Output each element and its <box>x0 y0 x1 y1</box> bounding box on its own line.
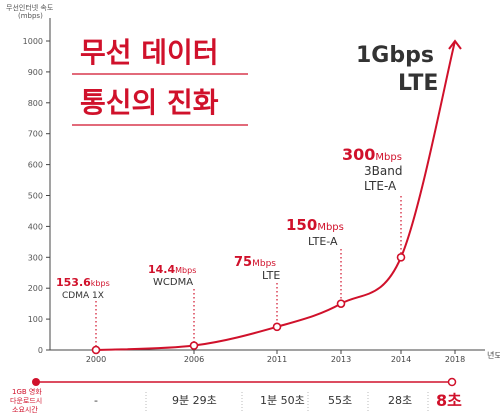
x-axis-label: 년도 <box>487 350 500 360</box>
x-tick-label: 2006 <box>184 355 204 364</box>
annotation-leaders <box>95 196 402 346</box>
timeline-end-dot <box>447 377 457 387</box>
annotation-value-wcdma: 14.4 <box>148 263 175 276</box>
download-time-2018: 8초 <box>436 391 462 410</box>
y-tick-label: 700 <box>28 130 43 139</box>
annotation-tech2-3band: LTE-A <box>364 179 397 193</box>
y-tick-label: 600 <box>28 161 43 170</box>
annotation-unit-wcdma: Mbps <box>175 266 196 275</box>
x-ticks: 2000 2006 2011 2013 2014 2018 <box>86 350 465 364</box>
y-axis-label: 무선인터넷 속도 <box>6 3 54 12</box>
data-point <box>396 252 406 262</box>
annotation-3band: 300Mbps 3Band LTE-A <box>342 145 402 193</box>
data-point <box>272 322 282 332</box>
annotation-tech-cdma: CDMA 1X <box>62 291 104 301</box>
annotation-value-lte: 75 <box>234 255 252 270</box>
y-tick-label: 300 <box>28 253 43 262</box>
annotation-lte: 75Mbps LTE <box>234 255 280 282</box>
annotation-unit-lte: Mbps <box>252 259 276 269</box>
download-time-2013: 55초 <box>328 394 352 407</box>
annotation-value-1g: 1Gbps <box>356 43 434 68</box>
y-tick-label: 200 <box>28 284 43 293</box>
y-tick-label: 800 <box>28 99 43 108</box>
y-tick-label: 1000 <box>23 37 43 46</box>
annotation-value-cdma: 153.6 <box>56 276 91 289</box>
x-tick-label: 2014 <box>391 355 411 364</box>
annotation-tech-wcdma: WCDMA <box>153 277 193 288</box>
svg-text:150Mbps: 150Mbps <box>286 216 344 234</box>
download-time-2000: - <box>94 394 98 407</box>
download-time-2011: 1분 50초 <box>260 394 305 407</box>
chart-title-line2: 통신의 진화 <box>80 86 219 119</box>
annotation-tech-lte: LTE <box>262 269 280 282</box>
annotation-cdma: 153.6kbps CDMA 1X <box>56 276 110 301</box>
data-point <box>91 345 101 355</box>
y-axis-unit: (mbps) <box>18 12 43 20</box>
annotation-unit-3band: Mbps <box>375 152 402 163</box>
timeline-separators <box>145 392 429 412</box>
y-tick-label: 500 <box>28 192 43 201</box>
download-time-2014: 28초 <box>388 394 412 407</box>
y-tick-label: 900 <box>28 68 43 77</box>
y-tick-label: 400 <box>28 222 43 231</box>
annotation-unit-ltea: Mbps <box>317 222 344 233</box>
timeline-start-dot <box>32 378 40 386</box>
annotation-tech-ltea: LTE-A <box>308 235 338 248</box>
x-tick-label: 2018 <box>445 355 465 364</box>
download-label-line1: 1GB 영화 <box>12 387 42 396</box>
annotation-wcdma: 14.4Mbps WCDMA <box>148 263 196 288</box>
download-label-line3: 소요시간 <box>12 405 38 414</box>
data-point <box>336 299 346 308</box>
series-arrowhead <box>448 39 462 50</box>
svg-text:14.4Mbps: 14.4Mbps <box>148 263 196 276</box>
svg-text:75Mbps: 75Mbps <box>234 255 276 270</box>
y-tick-label: 100 <box>28 315 43 324</box>
annotation-value-ltea: 150 <box>286 216 317 234</box>
x-tick-label: 2000 <box>86 355 106 364</box>
y-ticks: 0 100 200 300 400 500 600 700 800 900 1000 <box>23 37 50 355</box>
annotation-unit-cdma: kbps <box>91 279 110 288</box>
x-tick-label: 2013 <box>331 355 351 364</box>
annotation-tech-1g: LTE <box>398 71 438 96</box>
data-points <box>91 39 462 355</box>
download-label-line2: 다운로드시 <box>10 396 42 405</box>
data-point <box>189 341 199 350</box>
annotation-value-3band: 300 <box>342 145 375 164</box>
annotation-tech-3band: 3Band <box>364 164 402 178</box>
svg-text:300Mbps: 300Mbps <box>342 145 402 164</box>
annotation-1g: 1Gbps LTE <box>356 43 438 96</box>
svg-text:153.6kbps: 153.6kbps <box>56 276 110 289</box>
annotation-ltea: 150Mbps LTE-A <box>286 216 344 248</box>
download-time-2006: 9분 29초 <box>172 394 217 407</box>
chart-title-line1: 무선 데이터 <box>80 36 219 69</box>
x-tick-label: 2011 <box>267 355 287 364</box>
y-tick-label: 0 <box>38 346 43 355</box>
